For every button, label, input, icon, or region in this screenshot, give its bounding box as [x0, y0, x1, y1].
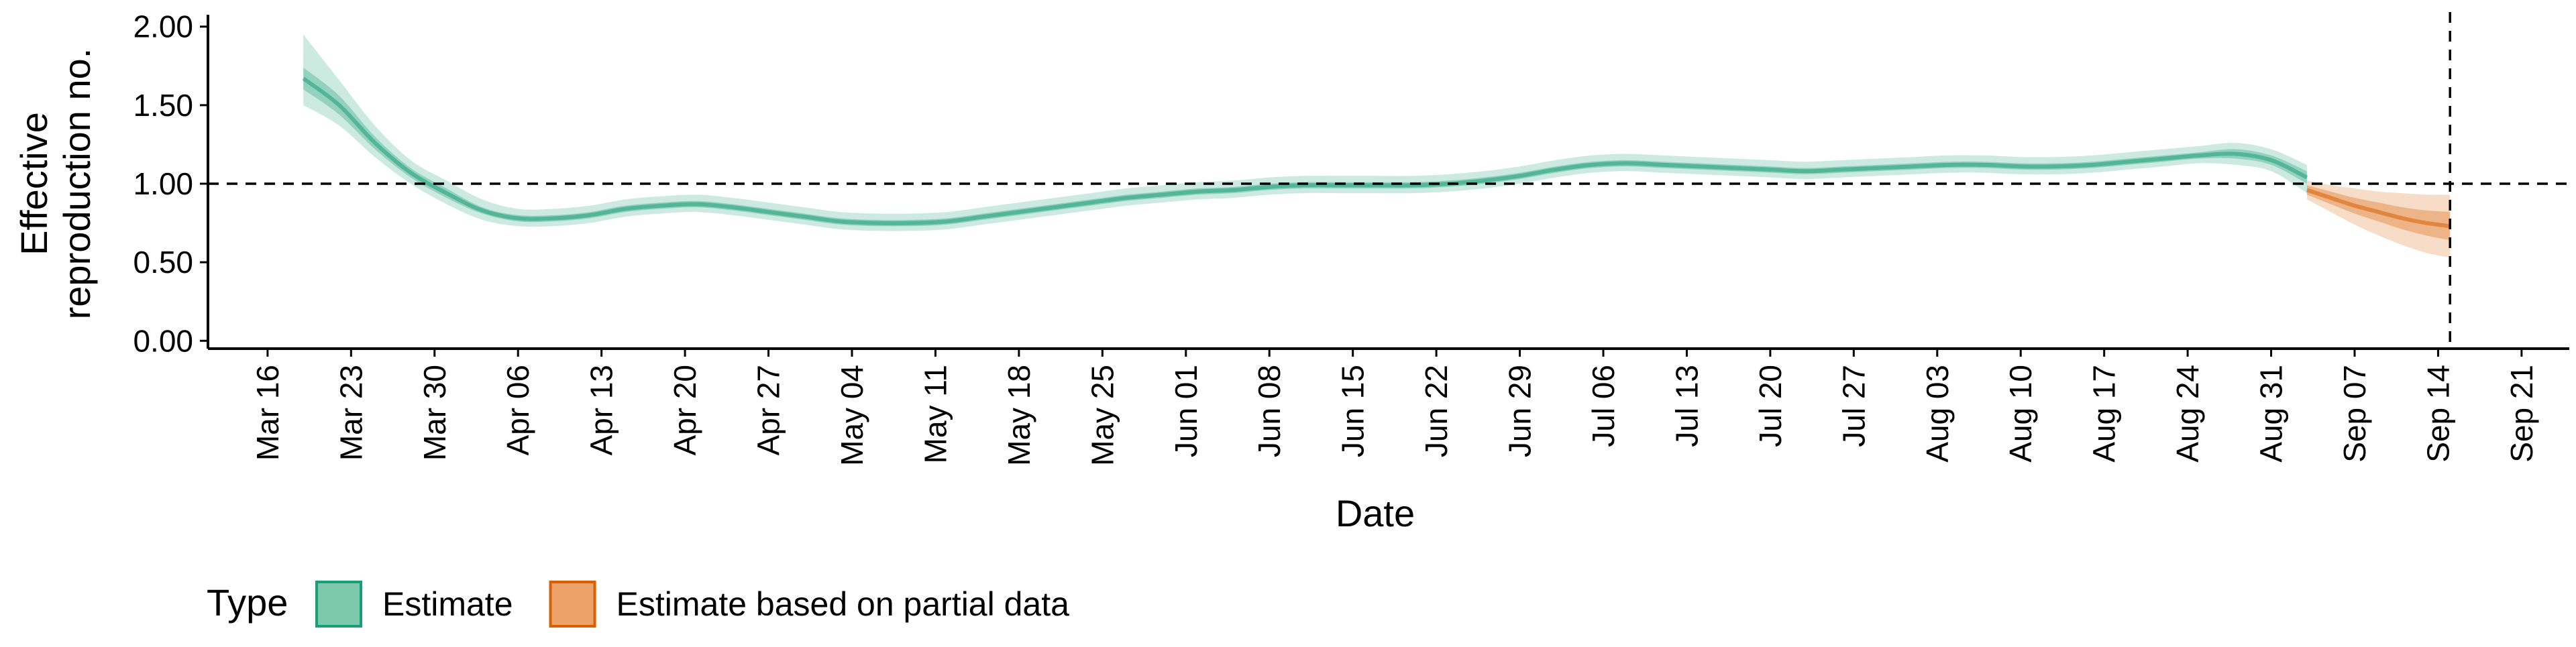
x-tick-label: Mar 30	[417, 365, 452, 461]
y-axis-title: Effective reproduction no.	[13, 48, 98, 320]
x-tick-label: Apr 13	[584, 365, 619, 456]
x-tick-label: Sep 07	[2337, 365, 2372, 463]
x-tick-label: Apr 27	[751, 365, 786, 456]
x-tick-label: Aug 17	[2087, 365, 2122, 463]
x-tick-label: Jul 13	[1669, 365, 1704, 447]
legend-label-estimate: Estimate	[382, 585, 513, 623]
median-line-estimate	[302, 76, 2308, 225]
x-tick-label: Aug 03	[1920, 365, 1955, 463]
band-90-estimate	[303, 34, 2307, 231]
x-tick-label: Jul 27	[1836, 365, 1871, 447]
legend-swatch-partial	[549, 581, 596, 628]
y-tick-label: 0.50	[133, 245, 193, 280]
x-tick-label: Jun 08	[1252, 365, 1287, 457]
x-tick-label: Jun 15	[1336, 365, 1371, 457]
x-tick-label: May 25	[1085, 365, 1120, 466]
y-axis-title-line: reproduction no.	[56, 48, 98, 320]
x-tick-label: May 11	[918, 365, 953, 463]
y-tick-label: 0.00	[133, 323, 193, 358]
axes: 0.00 0.50 1.00 1.50 2.00 Mar 16 Mar 23 Mar 30 Ap…	[133, 9, 2569, 466]
x-tick-label: Aug 10	[2003, 365, 2038, 463]
y-axis-title-line: Effective	[13, 112, 55, 255]
x-tick-label: Jun 29	[1503, 365, 1538, 457]
x-tick-label: Sep 14	[2420, 365, 2455, 463]
x-tick-label: Apr 20	[667, 365, 702, 456]
x-axis-title: Date	[1336, 492, 1415, 534]
x-tick-label: Jul 06	[1586, 365, 1621, 447]
x-tick-label: Mar 23	[333, 365, 368, 461]
x-tick-label: May 04	[835, 365, 869, 466]
x-tick-label: Jun 01	[1169, 365, 1203, 457]
x-tick-label: Jun 22	[1419, 365, 1454, 457]
y-tick-label: 1.00	[133, 166, 193, 201]
band-50-estimate	[303, 67, 2307, 227]
x-tick-label: Jul 20	[1753, 365, 1788, 447]
x-tick-label: Apr 06	[500, 365, 535, 456]
y-tick-label: 2.00	[133, 9, 193, 44]
x-tick-label: Mar 16	[250, 365, 285, 461]
x-tick-label: Aug 24	[2170, 365, 2205, 463]
y-tick-label: 1.50	[133, 88, 193, 123]
x-tick-label: Sep 21	[2504, 365, 2539, 463]
median-lines	[302, 76, 2451, 229]
x-tick-label: Aug 31	[2254, 365, 2289, 463]
legend-swatch-estimate	[315, 581, 362, 628]
legend: Type Estimate Estimate based on partial da…	[207, 581, 1070, 628]
median-line-partial	[2306, 188, 2451, 229]
legend-label-partial: Estimate based on partial data	[616, 585, 1070, 623]
x-tick-label: May 18	[1002, 365, 1036, 466]
uncertainty-bands	[303, 34, 2451, 258]
legend-title: Type	[207, 581, 288, 624]
